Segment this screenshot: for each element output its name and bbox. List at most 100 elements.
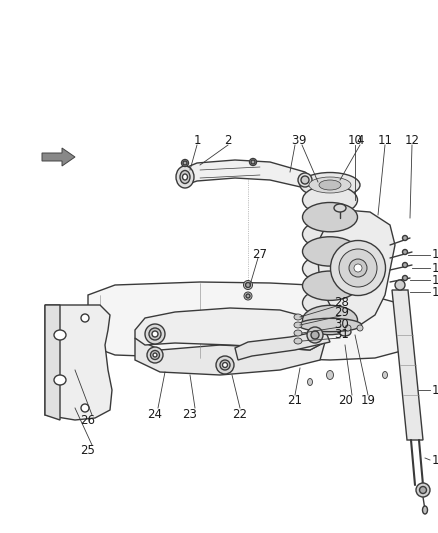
Ellipse shape [183,174,187,180]
Text: 24: 24 [148,408,162,421]
Text: 16: 16 [432,286,438,298]
Ellipse shape [183,161,187,165]
Ellipse shape [153,353,157,357]
Ellipse shape [301,176,309,184]
Ellipse shape [294,314,302,320]
Polygon shape [42,148,75,166]
Text: 20: 20 [339,393,353,407]
Ellipse shape [403,236,407,240]
Polygon shape [45,305,112,420]
Ellipse shape [251,160,255,164]
Text: 28: 28 [335,295,350,309]
Text: 19: 19 [360,393,375,407]
Ellipse shape [349,259,367,277]
Ellipse shape [339,328,351,336]
Ellipse shape [345,325,351,331]
Ellipse shape [303,237,357,266]
Ellipse shape [382,372,388,378]
Ellipse shape [54,375,66,385]
Ellipse shape [250,158,257,166]
Ellipse shape [403,262,407,268]
Ellipse shape [416,483,430,497]
Polygon shape [318,210,395,325]
Ellipse shape [303,203,357,232]
Polygon shape [45,305,60,420]
Ellipse shape [246,294,250,298]
Ellipse shape [294,338,302,344]
Ellipse shape [307,327,323,343]
Ellipse shape [223,362,227,367]
Ellipse shape [300,173,360,198]
Text: 10: 10 [348,134,362,148]
Polygon shape [235,330,330,360]
Ellipse shape [299,318,361,332]
Text: 18: 18 [432,454,438,466]
Ellipse shape [303,220,357,249]
Ellipse shape [244,292,252,300]
Text: 3: 3 [291,134,299,148]
Ellipse shape [147,347,163,363]
Ellipse shape [403,249,407,254]
Ellipse shape [180,171,190,183]
Ellipse shape [294,322,302,328]
Ellipse shape [151,351,159,359]
Ellipse shape [216,356,234,374]
Text: 27: 27 [252,248,268,262]
Ellipse shape [303,288,357,318]
Ellipse shape [319,180,341,190]
Ellipse shape [145,324,165,344]
Ellipse shape [420,487,427,494]
Ellipse shape [395,280,405,290]
Ellipse shape [334,204,346,212]
Ellipse shape [303,185,357,215]
Polygon shape [88,282,408,360]
Text: 30: 30 [335,318,350,330]
Text: 4: 4 [356,134,364,148]
Ellipse shape [81,404,89,412]
Ellipse shape [303,254,357,283]
Ellipse shape [423,506,427,514]
Text: 1: 1 [193,134,201,148]
Ellipse shape [303,271,357,301]
Ellipse shape [331,240,385,295]
Polygon shape [392,290,423,440]
Ellipse shape [309,177,351,193]
Text: 25: 25 [81,443,95,456]
Text: 11: 11 [378,134,392,148]
Ellipse shape [81,314,89,322]
Text: 12: 12 [405,134,420,148]
Ellipse shape [298,173,312,187]
Text: 17: 17 [432,384,438,397]
Ellipse shape [294,330,302,336]
Text: 22: 22 [233,408,247,421]
Polygon shape [135,308,325,350]
Ellipse shape [149,328,161,340]
Ellipse shape [326,370,333,379]
Polygon shape [135,338,325,375]
Ellipse shape [311,331,319,339]
Text: 21: 21 [287,393,303,407]
Text: 14: 14 [432,262,438,274]
Ellipse shape [246,282,251,287]
Ellipse shape [357,325,363,331]
Text: 26: 26 [81,414,95,426]
Polygon shape [182,160,312,188]
Text: 9: 9 [298,134,306,148]
Ellipse shape [403,276,407,280]
Ellipse shape [354,264,362,272]
Ellipse shape [181,159,188,166]
Ellipse shape [152,331,158,337]
Text: 29: 29 [335,306,350,319]
Text: 13: 13 [432,248,438,262]
Ellipse shape [244,280,252,289]
Ellipse shape [54,330,66,340]
Ellipse shape [176,166,194,188]
Text: 23: 23 [183,408,198,421]
Text: 2: 2 [224,134,232,148]
Ellipse shape [303,305,357,335]
Text: 15: 15 [432,273,438,287]
Ellipse shape [307,378,312,385]
Ellipse shape [220,360,230,370]
Text: 31: 31 [335,328,350,342]
Ellipse shape [339,249,377,287]
